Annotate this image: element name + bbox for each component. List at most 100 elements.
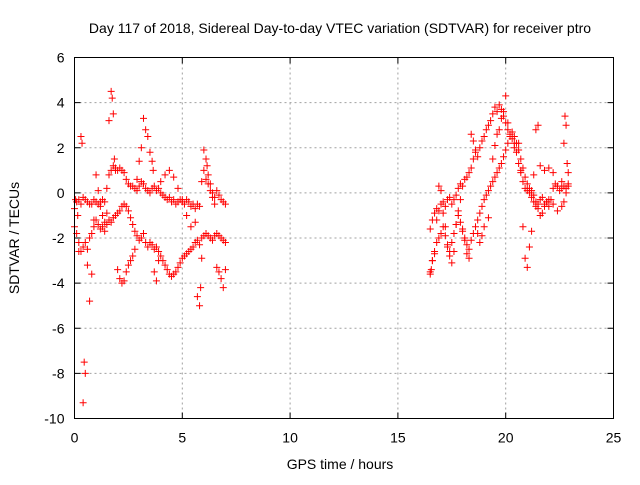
data-point bbox=[450, 248, 457, 255]
y-axis-tick-labels: -10 -8 -6 -4 -2 0 2 4 6 bbox=[44, 50, 64, 427]
data-point bbox=[468, 237, 475, 244]
data-point bbox=[563, 189, 570, 196]
x-tick-label: 25 bbox=[606, 430, 622, 446]
data-point bbox=[149, 158, 156, 165]
data-point bbox=[111, 156, 118, 163]
x-tick-label: 20 bbox=[498, 430, 514, 446]
y-tick-label: -2 bbox=[52, 230, 65, 246]
data-point bbox=[140, 115, 147, 122]
chart-title: Day 117 of 2018, Sidereal Day-to-day VTE… bbox=[89, 20, 591, 36]
data-point bbox=[211, 201, 218, 208]
series-segment-a bbox=[71, 162, 229, 212]
data-point bbox=[197, 284, 204, 291]
data-point bbox=[524, 264, 531, 271]
data-point bbox=[150, 167, 157, 174]
data-point bbox=[196, 302, 203, 309]
y-tick-label: 6 bbox=[57, 50, 65, 66]
series-segment-f bbox=[427, 92, 572, 277]
data-point bbox=[476, 210, 483, 217]
data-point bbox=[194, 293, 201, 300]
data-point bbox=[192, 219, 199, 226]
data-point bbox=[528, 228, 535, 235]
data-point bbox=[114, 266, 121, 273]
data-point bbox=[448, 259, 455, 266]
data-point bbox=[162, 171, 169, 178]
data-point bbox=[522, 255, 529, 262]
data-points bbox=[71, 88, 572, 406]
data-point bbox=[446, 253, 453, 260]
data-point bbox=[481, 223, 488, 230]
data-point bbox=[75, 239, 82, 246]
data-point bbox=[127, 214, 134, 221]
data-point bbox=[222, 266, 229, 273]
data-point bbox=[146, 149, 153, 156]
data-point bbox=[88, 271, 95, 278]
x-tick-label: 15 bbox=[390, 430, 406, 446]
data-point bbox=[470, 137, 477, 144]
data-point bbox=[131, 246, 138, 253]
data-point bbox=[457, 196, 464, 203]
data-point bbox=[86, 298, 93, 305]
data-point bbox=[478, 203, 485, 210]
x-tick-label: 10 bbox=[282, 430, 298, 446]
data-point bbox=[502, 147, 509, 154]
data-point bbox=[489, 156, 496, 163]
x-tick-label: 5 bbox=[178, 430, 186, 446]
data-point bbox=[187, 223, 194, 230]
y-axis-label: SDTVAR / TECUs bbox=[6, 182, 22, 294]
data-point bbox=[530, 171, 537, 178]
data-point bbox=[109, 95, 116, 102]
data-point bbox=[560, 140, 567, 147]
data-point bbox=[550, 169, 557, 176]
data-point bbox=[455, 207, 462, 214]
y-tick-label: -10 bbox=[44, 411, 64, 427]
data-point bbox=[174, 185, 181, 192]
data-point bbox=[79, 140, 86, 147]
data-point bbox=[198, 255, 205, 262]
data-point bbox=[200, 167, 207, 174]
data-point bbox=[166, 167, 173, 174]
y-tick-label: 0 bbox=[57, 185, 65, 201]
data-point bbox=[144, 133, 151, 140]
series-segment-e bbox=[427, 128, 572, 275]
data-point bbox=[220, 284, 227, 291]
data-point bbox=[563, 122, 570, 129]
data-point bbox=[429, 257, 436, 264]
y-tick-label: -4 bbox=[52, 275, 65, 291]
data-point bbox=[183, 212, 190, 219]
data-point bbox=[138, 144, 145, 151]
data-point bbox=[84, 262, 91, 269]
y-tick-label: -6 bbox=[52, 320, 65, 336]
data-point bbox=[153, 277, 160, 284]
data-point bbox=[82, 370, 89, 377]
data-point bbox=[157, 178, 164, 185]
data-point bbox=[77, 133, 84, 140]
data-point bbox=[108, 88, 115, 95]
data-point bbox=[218, 275, 225, 282]
data-point bbox=[110, 110, 117, 117]
x-axis-label: GPS time / hours bbox=[287, 456, 394, 472]
data-point bbox=[504, 140, 511, 147]
data-point bbox=[468, 131, 475, 138]
data-point bbox=[476, 239, 483, 246]
data-point bbox=[564, 160, 571, 167]
data-point bbox=[81, 359, 88, 366]
data-point bbox=[565, 169, 572, 176]
data-point bbox=[93, 171, 100, 178]
data-point bbox=[554, 207, 561, 214]
data-point bbox=[491, 142, 498, 149]
data-point bbox=[170, 174, 177, 181]
data-point bbox=[103, 185, 110, 192]
data-point bbox=[433, 216, 440, 223]
data-point bbox=[142, 126, 149, 133]
x-axis-tick-labels: 0 5 10 15 20 25 bbox=[71, 430, 622, 446]
data-point bbox=[123, 268, 130, 275]
data-point bbox=[502, 92, 509, 99]
data-point bbox=[561, 113, 568, 120]
grid-lines bbox=[75, 58, 614, 419]
data-point bbox=[472, 223, 479, 230]
data-point bbox=[519, 223, 526, 230]
data-point bbox=[136, 158, 143, 165]
data-point bbox=[80, 399, 87, 406]
data-point bbox=[526, 244, 533, 251]
